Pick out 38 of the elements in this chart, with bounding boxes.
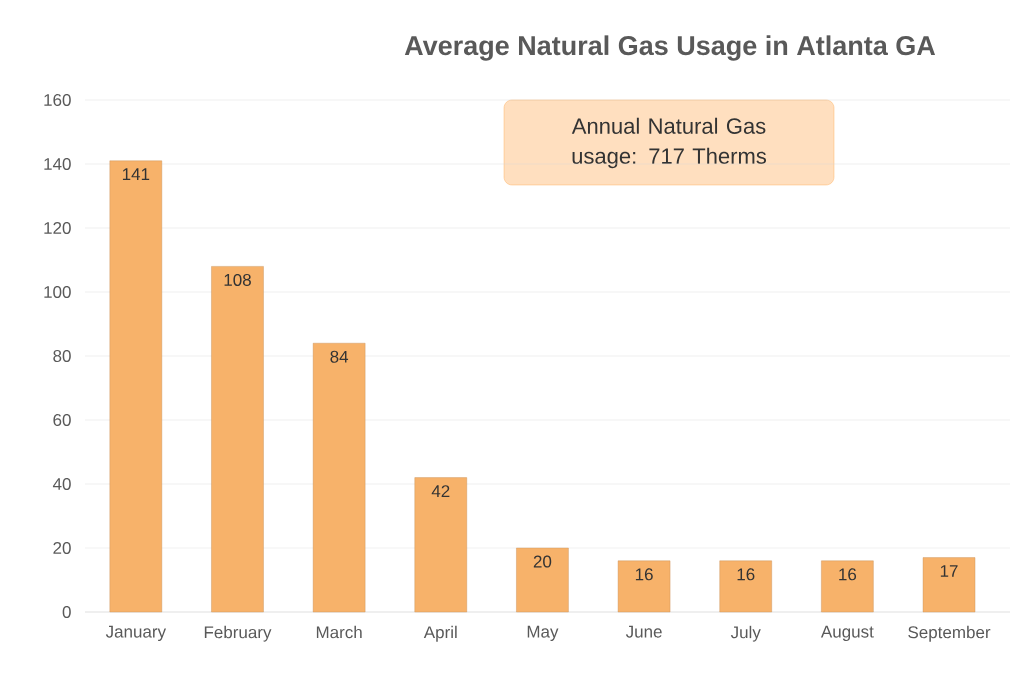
data-label: 141 bbox=[122, 168, 150, 181]
y-tick-label: 120 bbox=[44, 221, 71, 235]
bar bbox=[821, 560, 874, 613]
x-tick-label: June bbox=[625, 625, 662, 638]
data-label: 17 bbox=[940, 565, 958, 577]
bar bbox=[516, 547, 569, 613]
x-tick-label: April bbox=[423, 625, 457, 642]
y-tick-label: 80 bbox=[53, 349, 71, 363]
x-tick-label: May bbox=[527, 625, 559, 642]
y-tick-label: 40 bbox=[52, 477, 71, 491]
x-tick-label: March bbox=[316, 625, 362, 639]
bar bbox=[312, 343, 366, 613]
y-tick-label: 0 bbox=[62, 605, 71, 619]
x-tick-label: August bbox=[820, 625, 874, 642]
data-label: 16 bbox=[839, 568, 857, 581]
x-tick-label: February bbox=[204, 625, 272, 642]
data-label: 16 bbox=[635, 568, 653, 581]
data-label: 16 bbox=[737, 568, 755, 581]
bar bbox=[719, 560, 772, 613]
chart-title: Average Natural Gas Usage in Atlanta GA bbox=[404, 35, 936, 61]
annotation: Annual Natural Gas usage: 717 Therms bbox=[571, 117, 767, 169]
bar bbox=[617, 560, 671, 613]
y-tick-label: 140 bbox=[44, 157, 71, 171]
data-label: 84 bbox=[330, 350, 349, 363]
bar bbox=[109, 160, 163, 613]
bar bbox=[922, 557, 976, 613]
data-label: 20 bbox=[533, 555, 552, 568]
y-tick-label: 100 bbox=[44, 285, 71, 299]
data-label: 42 bbox=[431, 485, 450, 497]
x-tick-label: July bbox=[730, 625, 761, 642]
x-tick-label: January bbox=[105, 625, 167, 642]
bar bbox=[211, 266, 264, 613]
y-tick-label: 160 bbox=[44, 93, 71, 107]
x-tick-label: September bbox=[908, 625, 991, 642]
y-tick-label: 60 bbox=[53, 413, 71, 427]
y-tick-label: 20 bbox=[53, 541, 71, 555]
data-label: 108 bbox=[224, 273, 251, 286]
bar bbox=[414, 477, 467, 613]
